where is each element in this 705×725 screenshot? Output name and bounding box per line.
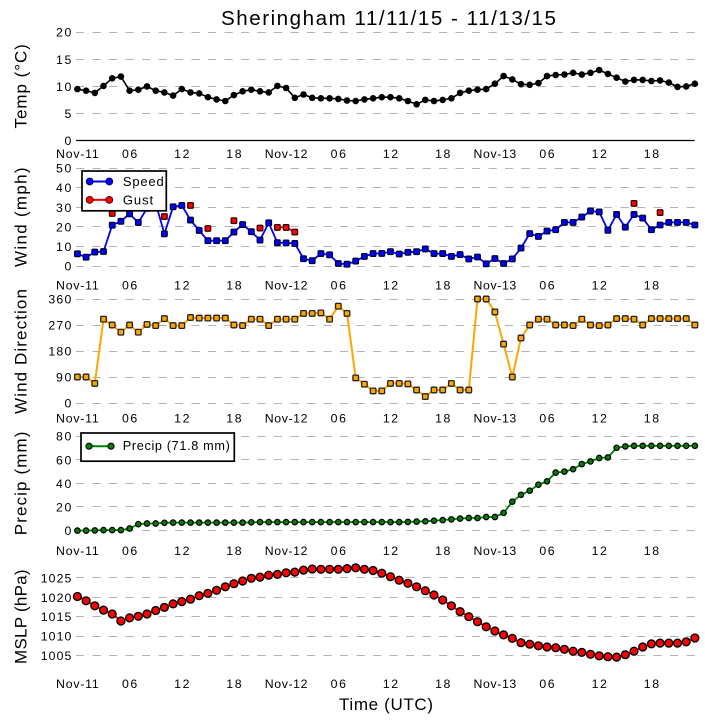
svg-text:06: 06 — [539, 544, 554, 558]
svg-text:12: 12 — [174, 544, 189, 558]
svg-text:18: 18 — [644, 677, 659, 691]
svg-text:06: 06 — [539, 677, 554, 691]
svg-text:20: 20 — [56, 221, 71, 235]
svg-text:12: 12 — [174, 412, 189, 426]
svg-text:1025: 1025 — [41, 571, 72, 585]
svg-text:12: 12 — [383, 677, 398, 691]
svg-text:1010: 1010 — [41, 630, 72, 644]
svg-text:06: 06 — [331, 677, 346, 691]
svg-text:18: 18 — [226, 544, 241, 558]
svg-text:20: 20 — [56, 501, 71, 515]
svg-text:12: 12 — [592, 147, 607, 161]
svg-text:12: 12 — [383, 279, 398, 293]
svg-text:06: 06 — [331, 412, 346, 426]
svg-text:270: 270 — [48, 319, 71, 333]
svg-text:Nov-12: Nov-12 — [265, 412, 308, 426]
svg-text:0: 0 — [64, 134, 71, 148]
svg-text:Nov-12: Nov-12 — [265, 279, 308, 293]
svg-text:0: 0 — [64, 397, 71, 411]
svg-text:18: 18 — [644, 279, 659, 293]
svg-text:06: 06 — [331, 147, 346, 161]
svg-text:12: 12 — [592, 677, 607, 691]
svg-text:18: 18 — [226, 677, 241, 691]
svg-text:40: 40 — [56, 477, 71, 491]
svg-text:Time (UTC): Time (UTC) — [339, 695, 433, 714]
svg-text:10: 10 — [56, 80, 71, 94]
svg-text:Nov-13: Nov-13 — [474, 147, 517, 161]
svg-text:Nov-12: Nov-12 — [265, 677, 308, 691]
svg-text:18: 18 — [435, 412, 450, 426]
svg-text:06: 06 — [539, 279, 554, 293]
svg-text:18: 18 — [226, 412, 241, 426]
svg-text:90: 90 — [56, 371, 71, 385]
svg-text:12: 12 — [592, 279, 607, 293]
svg-text:12: 12 — [174, 147, 189, 161]
svg-text:12: 12 — [592, 412, 607, 426]
svg-text:50: 50 — [56, 162, 71, 176]
svg-text:06: 06 — [539, 412, 554, 426]
svg-text:18: 18 — [644, 147, 659, 161]
svg-text:12: 12 — [174, 677, 189, 691]
svg-text:12: 12 — [383, 147, 398, 161]
svg-text:06: 06 — [122, 279, 137, 293]
svg-text:Speed: Speed — [123, 174, 164, 189]
svg-text:18: 18 — [435, 147, 450, 161]
svg-text:Nov-11: Nov-11 — [56, 147, 99, 161]
svg-text:06: 06 — [122, 147, 137, 161]
svg-text:Precip (mm): Precip (mm) — [12, 432, 31, 536]
svg-text:06: 06 — [331, 544, 346, 558]
svg-text:18: 18 — [435, 677, 450, 691]
svg-text:1015: 1015 — [41, 610, 72, 624]
svg-text:Nov-12: Nov-12 — [265, 147, 308, 161]
svg-text:Nov-13: Nov-13 — [474, 412, 517, 426]
svg-text:Nov-11: Nov-11 — [56, 279, 99, 293]
svg-text:18: 18 — [226, 279, 241, 293]
svg-text:12: 12 — [592, 544, 607, 558]
svg-text:Nov-12: Nov-12 — [265, 544, 308, 558]
svg-text:Nov-13: Nov-13 — [474, 279, 517, 293]
svg-text:12: 12 — [383, 412, 398, 426]
svg-text:10: 10 — [56, 240, 71, 254]
svg-text:06: 06 — [122, 677, 137, 691]
svg-text:360: 360 — [48, 293, 71, 307]
svg-text:Temp (°C): Temp (°C) — [12, 44, 31, 128]
svg-text:30: 30 — [56, 201, 71, 215]
svg-text:18: 18 — [435, 544, 450, 558]
svg-text:MSLP (hPa): MSLP (hPa) — [12, 569, 31, 664]
svg-text:20: 20 — [56, 26, 71, 40]
svg-text:Nov-13: Nov-13 — [474, 544, 517, 558]
svg-text:12: 12 — [174, 279, 189, 293]
svg-text:Gust: Gust — [123, 193, 154, 208]
svg-text:5: 5 — [64, 107, 71, 121]
svg-text:06: 06 — [539, 147, 554, 161]
svg-text:Nov-13: Nov-13 — [474, 677, 517, 691]
svg-text:06: 06 — [122, 412, 137, 426]
svg-text:06: 06 — [331, 279, 346, 293]
svg-text:Wind (mph): Wind (mph) — [12, 167, 31, 267]
svg-text:12: 12 — [383, 544, 398, 558]
svg-text:0: 0 — [64, 524, 71, 538]
svg-text:15: 15 — [56, 53, 71, 67]
svg-text:Nov-11: Nov-11 — [56, 544, 99, 558]
svg-text:60: 60 — [56, 453, 71, 467]
svg-text:Sheringham 11/11/15 - 11/13/15: Sheringham 11/11/15 - 11/13/15 — [221, 7, 556, 30]
svg-text:Nov-11: Nov-11 — [56, 677, 99, 691]
svg-text:Wind Direction: Wind Direction — [12, 289, 31, 414]
svg-text:Nov-11: Nov-11 — [56, 412, 99, 426]
svg-text:18: 18 — [226, 147, 241, 161]
svg-text:40: 40 — [56, 181, 71, 195]
svg-text:18: 18 — [644, 412, 659, 426]
svg-text:Precip (71.8 mm): Precip (71.8 mm) — [123, 439, 230, 453]
svg-text:0: 0 — [64, 260, 71, 274]
svg-text:80: 80 — [56, 430, 71, 444]
svg-text:18: 18 — [435, 279, 450, 293]
svg-text:1020: 1020 — [41, 591, 72, 605]
svg-text:180: 180 — [48, 345, 71, 359]
svg-text:18: 18 — [644, 544, 659, 558]
svg-text:1005: 1005 — [41, 649, 72, 663]
svg-text:06: 06 — [122, 544, 137, 558]
